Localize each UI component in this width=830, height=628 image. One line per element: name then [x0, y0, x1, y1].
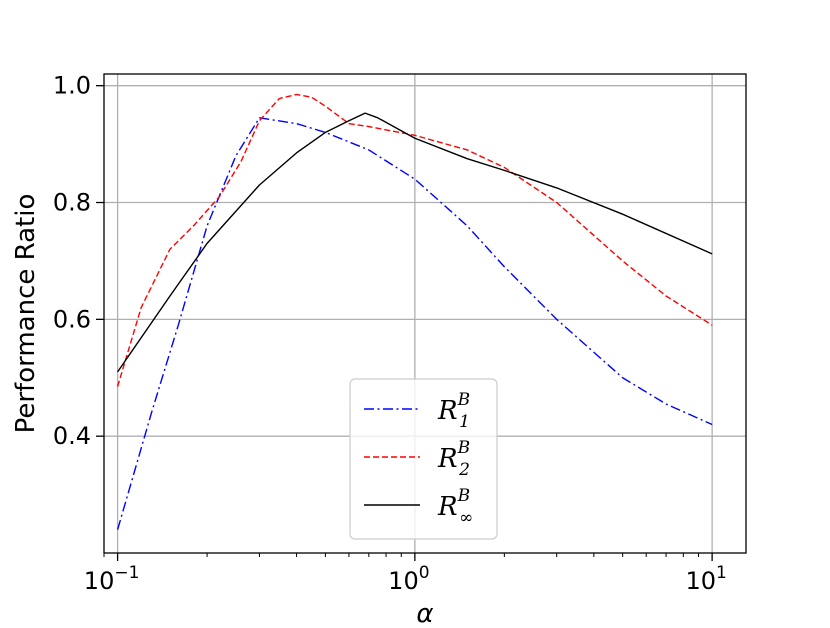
y-tick-label: 1.0	[53, 72, 91, 100]
x-tick-base: 10	[685, 567, 716, 595]
x-tick-exponent: 1	[716, 563, 727, 583]
label-layer: Performance Ratio α	[11, 194, 434, 628]
y-tick-label: 0.4	[53, 422, 91, 450]
x-tick-label: 10−1	[84, 563, 140, 595]
legend-label-main: R	[437, 444, 458, 474]
legend-label: RB 2	[437, 438, 470, 480]
legend-label-sub: 1	[459, 412, 470, 432]
plot-frame	[103, 73, 747, 554]
x-tick-exponent: −1	[114, 563, 139, 583]
legend-label-main: R	[437, 396, 458, 426]
x-tick-base: 10	[388, 567, 419, 595]
legend-label-sup: B	[457, 390, 471, 410]
series-line	[117, 112, 713, 373]
x-tick-label: 101	[685, 563, 726, 595]
x-axis-label: α	[416, 599, 433, 623]
x-tick-exponent: 0	[419, 563, 430, 583]
legend-label-sub: 2	[458, 460, 470, 480]
legend-label-sub: ∞	[459, 508, 473, 528]
series-line	[116, 117, 713, 530]
y-tick-label: 0.8	[53, 189, 91, 217]
legend-box	[349, 378, 498, 540]
x-tick-base: 10	[84, 567, 115, 595]
y-axis-label: Performance Ratio	[11, 194, 41, 434]
legend-label-sup: B	[457, 438, 471, 458]
series-layer	[116, 93, 713, 530]
x-tick-label: 100	[388, 563, 429, 595]
grid-layer	[104, 74, 746, 553]
y-tick-label: 0.6	[53, 305, 91, 333]
legend-label-main: R	[437, 492, 458, 522]
legend-label-sup: B	[457, 486, 471, 506]
legend: RB 1RB 2RB ∞	[349, 378, 498, 540]
legend-label: RB 1	[437, 390, 470, 432]
legend-label: RB ∞	[437, 486, 473, 528]
